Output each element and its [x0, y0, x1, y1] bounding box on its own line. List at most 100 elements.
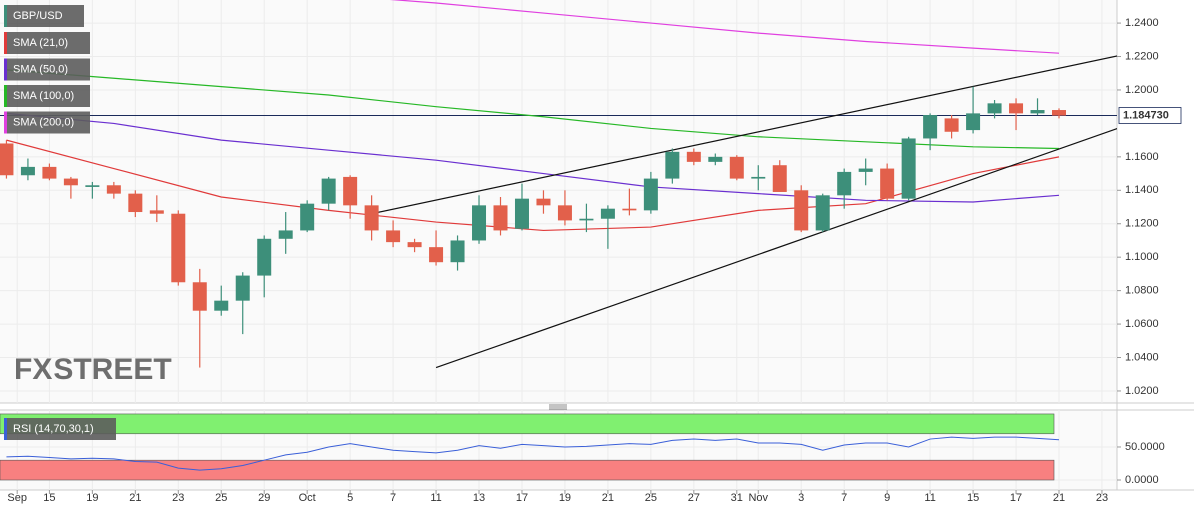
y-tick-label: 1.2200 — [1125, 50, 1159, 62]
y-tick-label: 1.0400 — [1125, 351, 1159, 363]
x-tick-label: 31 — [731, 492, 743, 504]
x-tick-label: 11 — [924, 492, 935, 504]
candle-body — [858, 168, 873, 172]
price-label-box — [1118, 107, 1182, 124]
candle-body — [557, 205, 572, 221]
x-tick-label: 13 — [473, 492, 485, 504]
candle-body — [837, 171, 852, 196]
legend-box — [4, 111, 90, 134]
x-tick-label: 5 — [347, 492, 353, 504]
legend-swatch — [4, 111, 7, 134]
legend-label: SMA (200,0) — [13, 116, 74, 128]
candle-body — [944, 118, 959, 132]
y-tick-label: 1.0800 — [1125, 285, 1159, 297]
x-tick-label: 17 — [516, 492, 528, 504]
candle-body — [643, 178, 658, 211]
legend-box — [4, 5, 84, 27]
candle-body — [966, 113, 981, 131]
legend-swatch — [4, 32, 7, 54]
x-tick-label: 9 — [884, 492, 890, 504]
candle-body — [20, 166, 35, 176]
candle-body — [214, 300, 229, 311]
candle-body — [128, 193, 143, 213]
y-tick-label: 0.0000 — [1125, 474, 1159, 486]
rsi-band — [0, 413, 1055, 435]
trend-line — [435, 128, 1117, 369]
candle-body — [751, 176, 766, 179]
x-tick-label: 19 — [559, 492, 571, 504]
x-tick-label: 7 — [841, 492, 847, 504]
legend-swatch — [4, 5, 7, 27]
candle-body — [0, 143, 14, 176]
watermark: FX — [14, 353, 52, 386]
x-tick-label: 27 — [688, 492, 700, 504]
candle-body — [729, 156, 744, 179]
candle-body — [235, 275, 250, 301]
candle-body — [514, 198, 529, 229]
legend-label: GBP/USD — [13, 10, 63, 22]
watermark: STREET — [53, 353, 171, 386]
rsi-line — [6, 436, 1060, 471]
legend-swatch — [4, 85, 7, 107]
candle-body — [987, 103, 1002, 114]
candle-body — [386, 230, 401, 243]
x-tick-label: 15 — [967, 492, 979, 504]
y-tick-label: 1.2000 — [1125, 84, 1159, 96]
x-tick-label: 21 — [129, 492, 141, 504]
sma-line — [6, 112, 1060, 203]
x-tick-label: 25 — [215, 492, 227, 504]
candle-body — [42, 166, 57, 179]
trend-line — [371, 55, 1117, 215]
candle-body — [622, 208, 637, 211]
sma-line — [389, 0, 1060, 54]
candle-body — [343, 176, 358, 206]
x-tick-label: 21 — [1053, 492, 1065, 504]
candle-body — [407, 242, 422, 248]
candle-body — [880, 168, 895, 199]
candle-body — [192, 282, 207, 311]
sma-line — [6, 139, 1060, 232]
candle-body — [472, 205, 487, 241]
candle-body — [63, 178, 78, 186]
legend-label: SMA (100,0) — [13, 90, 74, 102]
candle-body — [321, 178, 336, 204]
x-tick-label: 11 — [430, 492, 441, 504]
x-tick-label: 17 — [1010, 492, 1022, 504]
candle-body — [901, 138, 916, 199]
y-tick-label: 1.1600 — [1125, 151, 1159, 163]
y-tick-label: 1.0600 — [1125, 318, 1159, 330]
y-tick-label: 1.0200 — [1125, 385, 1159, 397]
candle-body — [815, 195, 830, 231]
legend-box — [4, 418, 116, 440]
candle-body — [149, 210, 164, 214]
y-tick-label: 1.2400 — [1125, 17, 1159, 29]
y-tick-label: 50.0000 — [1125, 441, 1165, 453]
x-tick-label: 3 — [798, 492, 804, 504]
legend-label: SMA (21,0) — [13, 37, 68, 49]
x-tick-label: Sep — [7, 492, 27, 504]
legend-box — [4, 32, 90, 54]
x-tick-label: 21 — [602, 492, 614, 504]
candle-body — [686, 151, 701, 162]
candle-body — [772, 165, 787, 192]
candle-body — [600, 208, 615, 219]
candle-body — [257, 238, 272, 276]
candle-body — [450, 240, 465, 263]
x-tick-label: 7 — [390, 492, 396, 504]
x-tick-label: 23 — [1096, 492, 1108, 504]
candle-body — [278, 230, 293, 239]
candle-body — [923, 115, 938, 139]
candle-body — [1030, 110, 1045, 114]
candle-body — [300, 203, 315, 231]
candle-body — [171, 213, 186, 283]
legend-label: RSI (14,70,30,1) — [13, 423, 94, 435]
candle-body — [536, 198, 551, 206]
candle-body — [85, 185, 100, 187]
legend-swatch — [4, 58, 7, 81]
sma-line — [6, 69, 1060, 150]
rsi-band — [0, 459, 1055, 481]
legend-label: SMA (50,0) — [13, 63, 68, 75]
candle-body — [493, 205, 508, 231]
splitter[interactable] — [549, 404, 567, 410]
